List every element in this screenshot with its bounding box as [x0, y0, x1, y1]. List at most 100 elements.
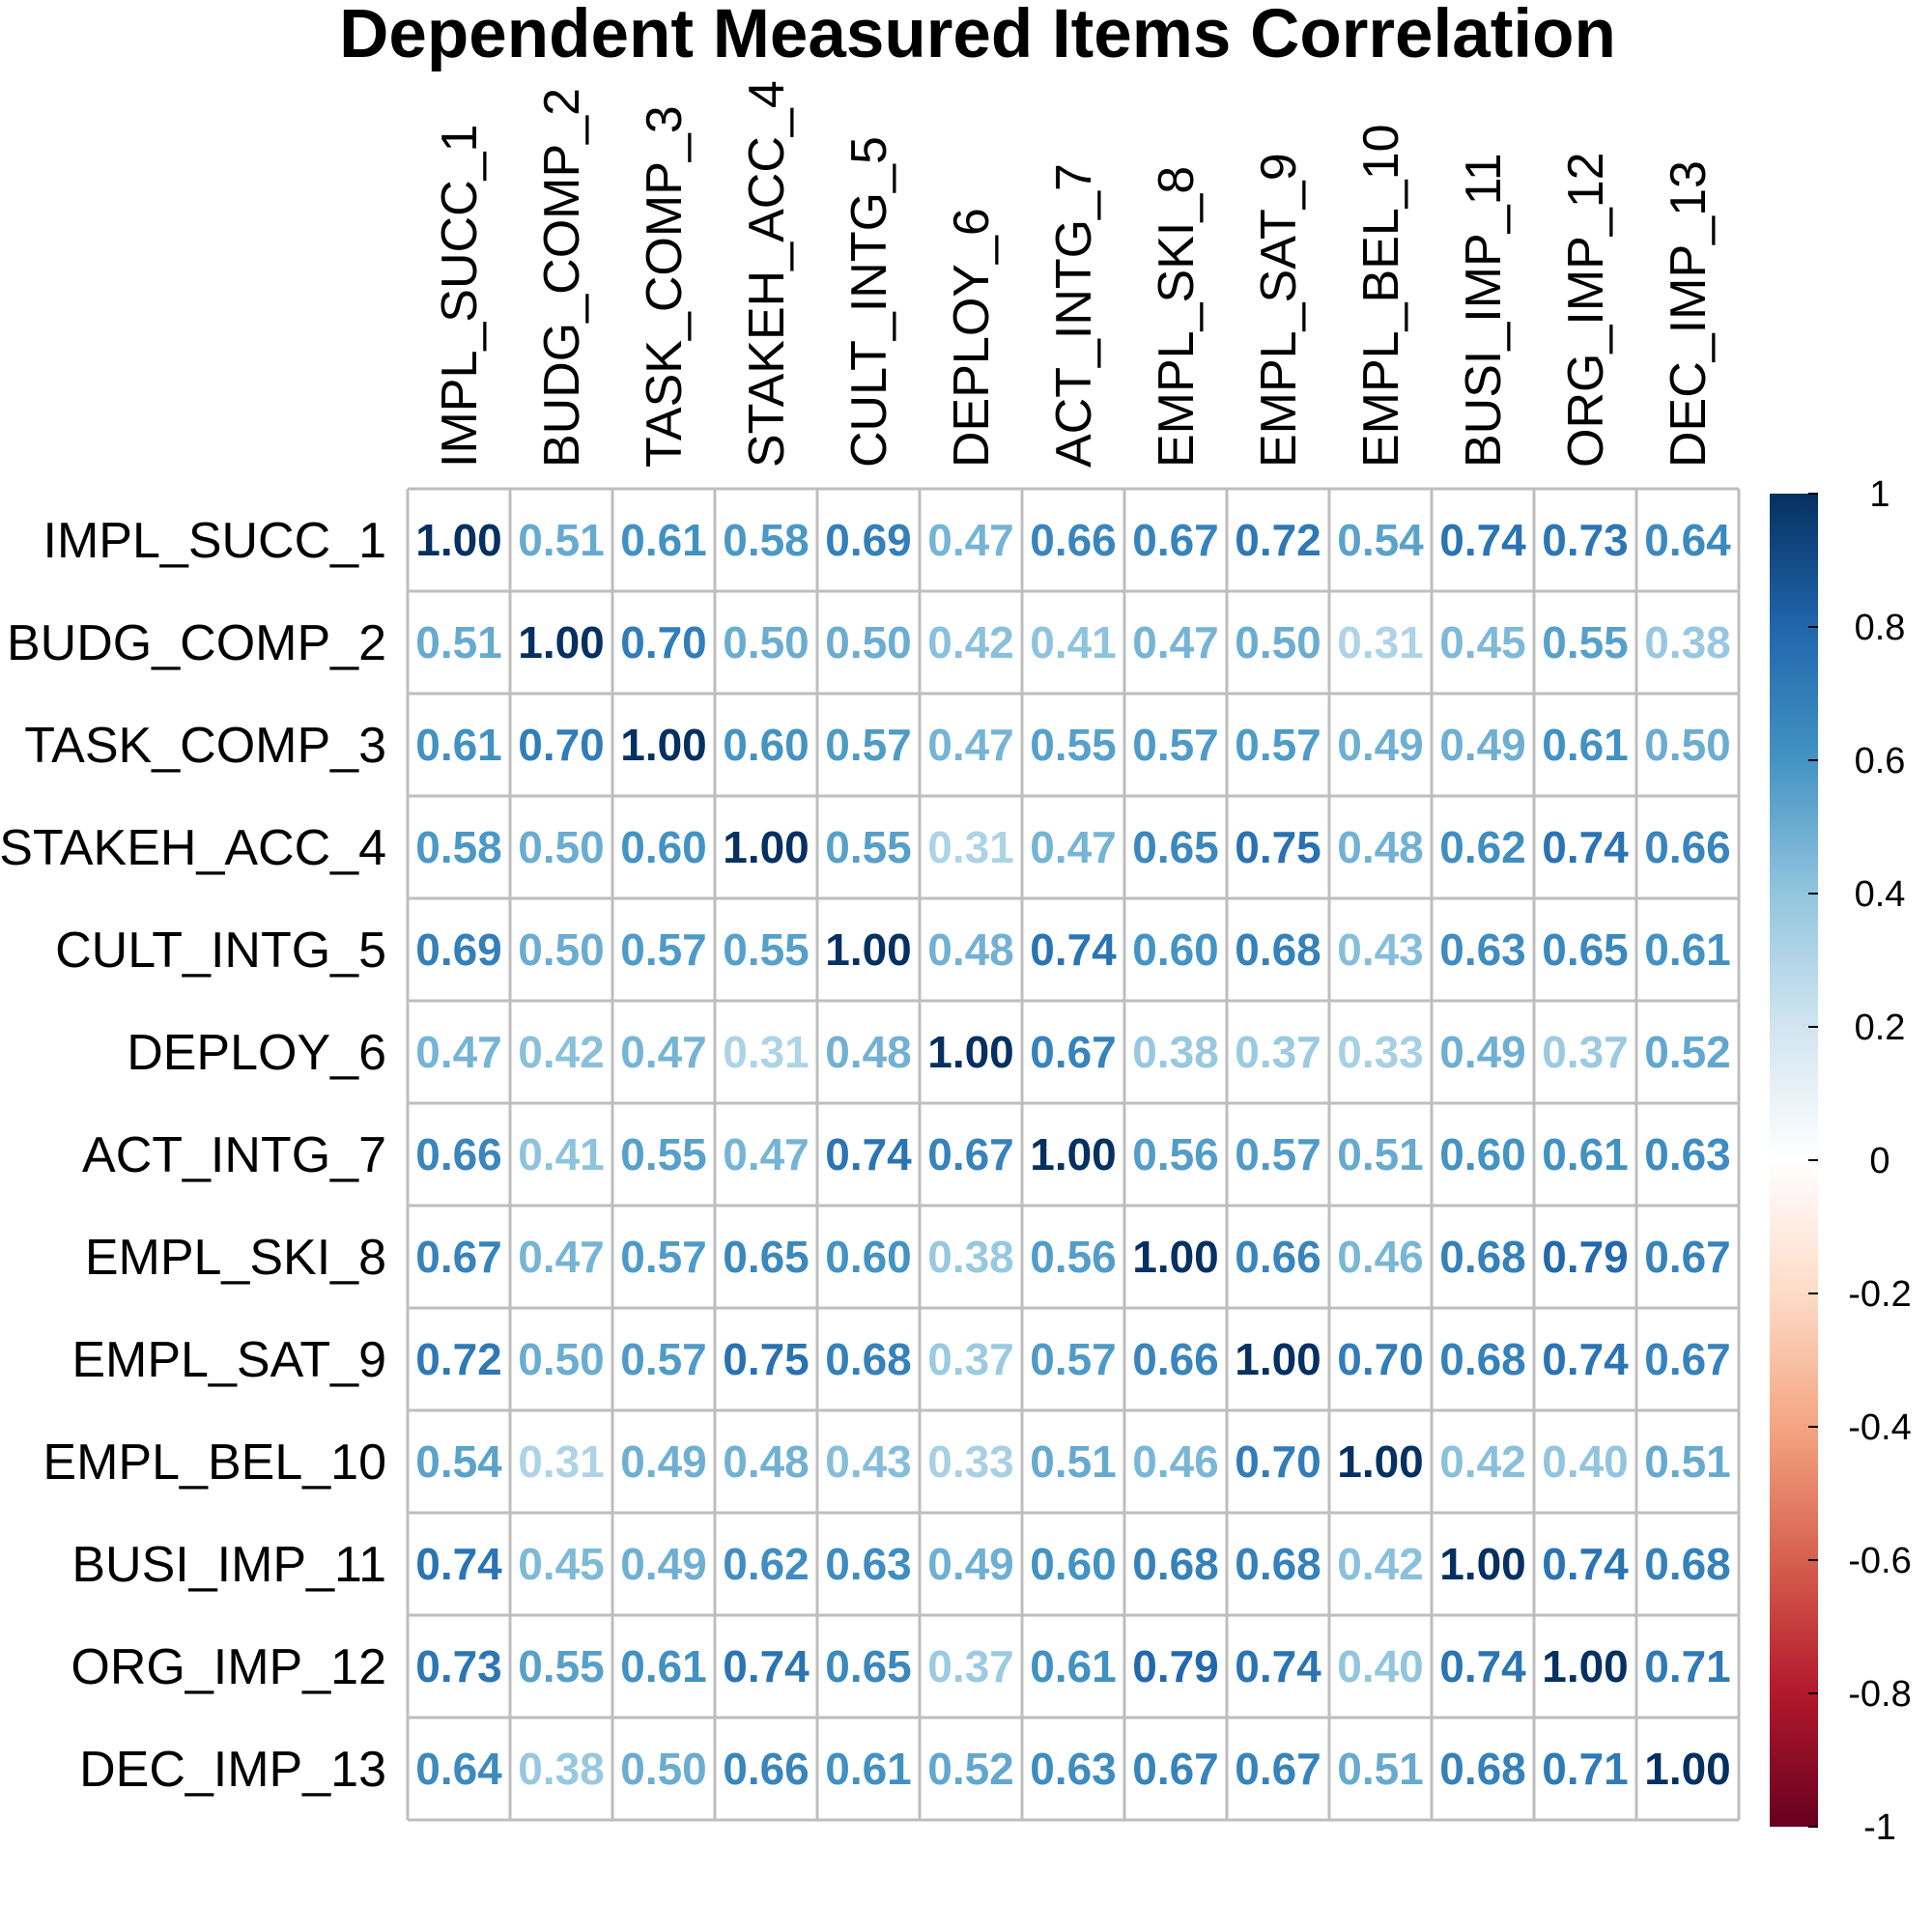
cell-value-label: 0.38	[1132, 1027, 1219, 1077]
cell-value-label: 0.73	[415, 1641, 502, 1691]
cell-value-label: 0.57	[620, 1232, 707, 1282]
row-label: BUSI_IMP_11	[71, 1537, 386, 1593]
legend-tick-label: -0.6	[1848, 1541, 1911, 1581]
cell-value-label: 0.37	[1542, 1027, 1629, 1077]
heatmap-cell	[1432, 898, 1534, 1001]
heatmap-cell	[817, 1206, 920, 1308]
row-label: EMPL_BEL_10	[43, 1435, 386, 1491]
heatmap-cell	[1227, 1718, 1329, 1820]
cell-value-label: 0.60	[723, 720, 810, 770]
cell-value-label: 0.55	[1030, 720, 1117, 770]
heatmap-cell	[1124, 898, 1227, 1001]
cell-value-label: 0.57	[1030, 1334, 1117, 1384]
cell-value-label: 1.00	[620, 720, 707, 770]
heatmap-cell	[1432, 1206, 1534, 1308]
cell-value-label: 0.67	[1644, 1232, 1731, 1282]
cell-value-label: 0.61	[415, 720, 502, 770]
cell-value-label: 0.74	[1542, 822, 1629, 872]
heatmap-cell	[1227, 1001, 1329, 1103]
cell-value-label: 0.69	[825, 515, 912, 565]
heatmap-cell	[612, 1410, 715, 1513]
cell-value-label: 0.42	[518, 1027, 605, 1077]
heatmap-cell	[1124, 1410, 1227, 1513]
heatmap-cell	[920, 1718, 1022, 1820]
heatmap-cell	[1022, 1410, 1124, 1513]
cell-value-label: 0.71	[1542, 1744, 1629, 1794]
heatmap-cell	[1432, 1001, 1534, 1103]
heatmap-cell	[408, 1001, 510, 1103]
cell-value-label: 0.50	[1644, 720, 1731, 770]
cell-value-label: 0.67	[1235, 1744, 1321, 1794]
cell-value-label: 0.54	[1337, 515, 1424, 565]
cell-value-label: 1.00	[1030, 1129, 1117, 1179]
cell-value-label: 0.42	[927, 617, 1014, 668]
cell-value-label: 0.47	[927, 720, 1014, 770]
cell-value-label: 0.50	[620, 1744, 707, 1794]
cell-value-label: 0.48	[723, 1436, 810, 1487]
cell-value-label: 0.66	[1030, 515, 1117, 565]
row-label: CULT_INTG_5	[55, 923, 386, 979]
cell-value-label: 0.38	[518, 1744, 605, 1794]
cell-value-label: 0.63	[1030, 1744, 1117, 1794]
cell-value-label: 0.55	[518, 1641, 605, 1691]
heatmap-cell	[1329, 1206, 1432, 1308]
cell-value-label: 0.74	[415, 1539, 502, 1589]
heatmap-cell	[1636, 591, 1739, 694]
heatmap-cell	[510, 1513, 612, 1615]
cell-value-label: 0.47	[415, 1027, 502, 1077]
heatmap-cell	[817, 796, 920, 898]
heatmap-cell	[920, 1615, 1022, 1718]
column-label: BUSI_IMP_11	[1456, 153, 1512, 468]
heatmap-cell	[1124, 1103, 1227, 1206]
heatmap-cell	[715, 1206, 817, 1308]
cell-value-label: 0.60	[620, 822, 707, 872]
heatmap-cell	[920, 1001, 1022, 1103]
cell-value-label: 1.00	[1644, 1744, 1731, 1794]
heatmap-cell	[1227, 1513, 1329, 1615]
heatmap-cell	[1329, 1410, 1432, 1513]
cell-value-label: 0.50	[825, 617, 912, 668]
heatmap-cell	[1636, 1615, 1739, 1718]
cell-value-label: 0.68	[1644, 1539, 1731, 1589]
heatmap-cell	[715, 694, 817, 796]
column-labels: IMPL_SUCC_1 BUDG_COMP_2 TASK_COMP_3 STAKEH_…	[432, 80, 1717, 468]
cell-value-label: 0.74	[1439, 1641, 1526, 1691]
heatmap-cell	[408, 1308, 510, 1410]
row-label: ORG_IMP_12	[71, 1639, 386, 1695]
heatmap-cell	[510, 1308, 612, 1410]
cell-value-label: 0.63	[825, 1539, 912, 1589]
heatmap-cell	[1534, 489, 1636, 591]
heatmap-cell	[715, 1001, 817, 1103]
cell-value-label: 0.48	[927, 924, 1014, 975]
heatmap-cell	[817, 694, 920, 796]
row-label: TASK_COMP_3	[24, 718, 386, 774]
heatmap-cell	[1022, 1103, 1124, 1206]
heatmap-cell	[510, 796, 612, 898]
heatmap-cell	[1124, 1718, 1227, 1820]
heatmap-cell	[1329, 1718, 1432, 1820]
heatmap-cell	[1636, 1410, 1739, 1513]
cell-value-label: 0.67	[1132, 515, 1219, 565]
cell-value-label: 0.57	[1235, 720, 1321, 770]
heatmap-cell	[1534, 1513, 1636, 1615]
cell-value-label: 0.68	[1235, 924, 1321, 975]
legend-tick-label: 0.6	[1855, 741, 1906, 781]
heatmap-cell	[1432, 1615, 1534, 1718]
column-label: DEPLOY_6	[944, 208, 1000, 468]
heatmap-cell	[1636, 489, 1739, 591]
heatmap-cell	[1636, 1103, 1739, 1206]
cell-value-label: 0.31	[518, 1436, 605, 1487]
heatmap-cell	[1124, 1308, 1227, 1410]
column-label: TASK_COMP_3	[637, 105, 693, 468]
heatmap-cell	[1022, 898, 1124, 1001]
cell-value-label: 0.47	[518, 1232, 605, 1282]
cell-value-label: 0.47	[620, 1027, 707, 1077]
cell-value-label: 0.57	[620, 924, 707, 975]
heatmap-cell	[612, 1103, 715, 1206]
heatmap-cell	[1329, 489, 1432, 591]
cell-value-label: 0.51	[1030, 1436, 1117, 1487]
column-label: EMPL_BEL_10	[1353, 124, 1409, 468]
legend-tick-label: 0.2	[1855, 1008, 1906, 1048]
heatmap-cell	[1534, 1308, 1636, 1410]
